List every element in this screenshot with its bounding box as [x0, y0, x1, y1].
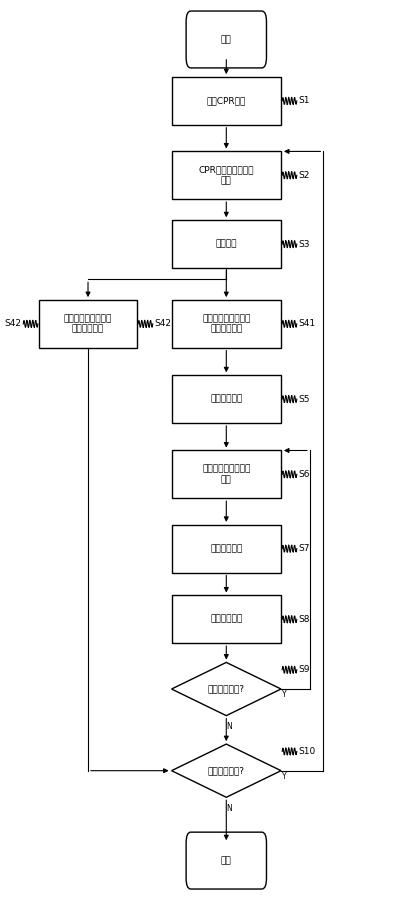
Text: S2: S2	[298, 171, 310, 180]
Text: CPR节点下添加端口
节点: CPR节点下添加端口 节点	[198, 165, 254, 185]
FancyBboxPatch shape	[186, 833, 266, 889]
FancyBboxPatch shape	[172, 221, 281, 268]
Text: S3: S3	[298, 240, 310, 248]
Text: 继续添加从站?: 继续添加从站?	[208, 685, 245, 693]
Text: N: N	[226, 804, 232, 813]
FancyBboxPatch shape	[172, 525, 281, 572]
Polygon shape	[172, 744, 281, 797]
Text: 配置端口: 配置端口	[216, 240, 237, 248]
Text: S9: S9	[298, 665, 310, 675]
Text: 继续添加端口?: 继续添加端口?	[208, 766, 245, 775]
Text: S42: S42	[154, 319, 171, 329]
FancyBboxPatch shape	[39, 300, 137, 348]
Text: 配置模块通道: 配置模块通道	[210, 615, 242, 624]
Polygon shape	[172, 663, 281, 715]
Text: 端口节点下添加总线
接收从站节点: 端口节点下添加总线 接收从站节点	[64, 314, 112, 333]
Text: 配置从站节点: 配置从站节点	[210, 545, 242, 553]
Text: 端口节点下添加总线
接收主站节点: 端口节点下添加总线 接收主站节点	[202, 314, 250, 333]
Text: S42: S42	[4, 319, 21, 329]
Text: 开始: 开始	[221, 35, 232, 44]
Text: Y: Y	[282, 772, 287, 781]
FancyBboxPatch shape	[172, 450, 281, 498]
Text: S10: S10	[298, 747, 316, 756]
Text: Y: Y	[282, 690, 287, 699]
FancyBboxPatch shape	[172, 595, 281, 643]
Text: S1: S1	[298, 96, 310, 105]
Text: 结束: 结束	[221, 857, 232, 865]
Text: S41: S41	[298, 319, 316, 329]
Text: S5: S5	[298, 395, 310, 403]
FancyBboxPatch shape	[172, 300, 281, 348]
Text: N: N	[226, 722, 232, 731]
FancyBboxPatch shape	[172, 376, 281, 423]
Text: S6: S6	[298, 470, 310, 479]
Text: S7: S7	[298, 545, 310, 553]
FancyBboxPatch shape	[186, 11, 266, 68]
FancyBboxPatch shape	[172, 151, 281, 199]
Text: 配置总线主站: 配置总线主站	[210, 395, 242, 403]
Text: S8: S8	[298, 615, 310, 624]
FancyBboxPatch shape	[172, 78, 281, 125]
Text: 添加CPR节点: 添加CPR节点	[207, 96, 246, 105]
Text: 主站节点下添加从站
节点: 主站节点下添加从站 节点	[202, 464, 250, 484]
